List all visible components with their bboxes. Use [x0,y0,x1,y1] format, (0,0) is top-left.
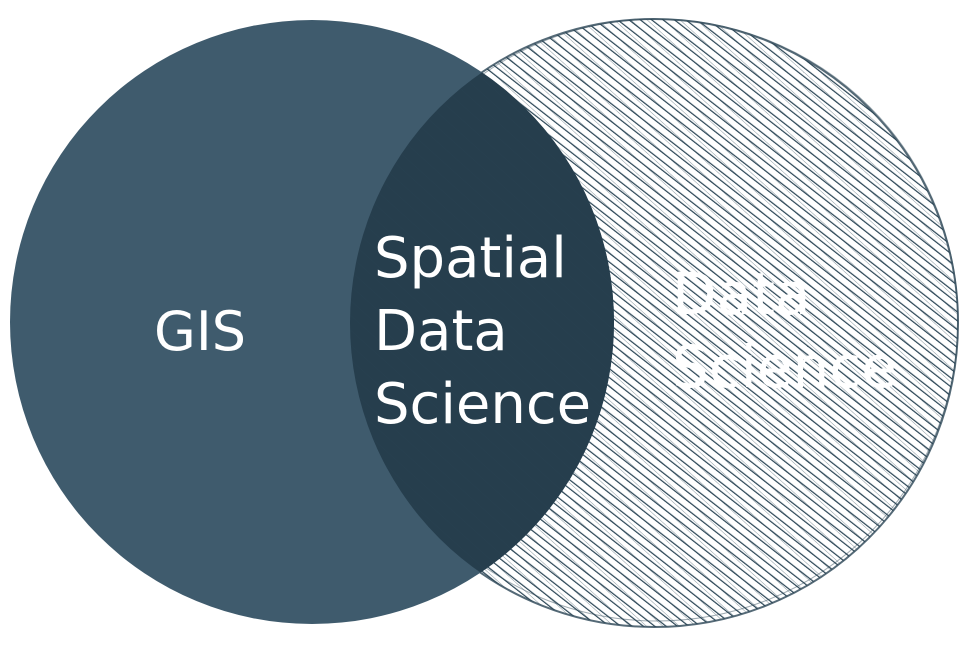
overlap-label-line-3: Science [374,372,591,437]
data-science-label-line-1: Data [672,260,811,328]
overlap-label-line-1: Spatial [374,226,567,291]
overlap-label-line-2: Data [374,299,508,364]
data-science-label-line-2: Science [672,333,897,401]
gis-label: GIS [154,300,246,363]
spatial-data-science-overlap [350,20,614,624]
